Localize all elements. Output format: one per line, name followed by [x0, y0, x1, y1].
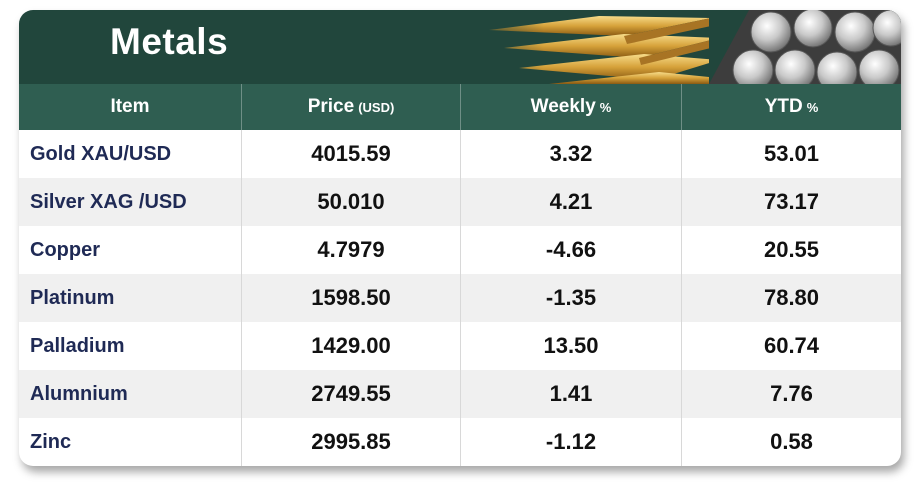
- header-ytd-label: YTD: [764, 96, 803, 117]
- silver-coins-image: [709, 10, 901, 84]
- table-row: Gold XAU/USD 4015.59 3.32 53.01: [19, 130, 901, 178]
- table-row: Palladium 1429.00 13.50 60.74: [19, 322, 901, 370]
- gold-bars-image: [449, 10, 719, 84]
- row-price: 1429.00: [311, 333, 391, 358]
- row-ytd-change: 60.74: [763, 333, 820, 358]
- row-ytd-change: 78.80: [763, 285, 820, 310]
- row-price: 2749.55: [311, 381, 391, 406]
- header-weekly-unit: %: [599, 99, 612, 115]
- column-divider: [241, 130, 242, 466]
- header-item-label: Item: [110, 96, 150, 117]
- row-item-name: Silver XAG /USD: [30, 190, 187, 213]
- row-item-name: Gold XAU/USD: [30, 142, 172, 165]
- row-item-name: Zinc: [30, 430, 72, 453]
- table-row: Zinc 2995.85 -1.12 0.58: [19, 418, 901, 466]
- header-price-label: Price: [307, 96, 355, 117]
- header-divider: [241, 84, 242, 130]
- metals-price-card: Metals Item Price (USD) Weekly % YTD %: [19, 10, 901, 466]
- row-weekly-change: -1.12: [545, 429, 597, 454]
- row-weekly-change: 13.50: [543, 333, 599, 358]
- row-item-name: Platinum: [30, 286, 115, 309]
- row-ytd-change: 7.76: [770, 381, 813, 406]
- table-header: Item Price (USD) Weekly % YTD %: [19, 84, 901, 130]
- row-item-name: Copper: [30, 238, 100, 261]
- column-divider: [460, 130, 461, 466]
- row-price: 1598.50: [311, 285, 391, 310]
- row-price: 4.7979: [317, 237, 385, 262]
- row-weekly-change: 3.32: [549, 141, 593, 166]
- header-weekly: Weekly %: [461, 84, 681, 130]
- row-price: 4015.59: [311, 141, 391, 166]
- row-item-name: Palladium: [30, 334, 125, 357]
- header-weekly-label: Weekly: [530, 96, 596, 117]
- row-weekly-change: 1.41: [549, 381, 593, 406]
- row-weekly-change: -1.35: [545, 285, 597, 310]
- header-price: Price (USD): [242, 84, 460, 130]
- header-divider: [681, 84, 682, 130]
- metals-banner: Metals: [19, 10, 901, 84]
- table-row: Copper 4.7979 -4.66 20.55: [19, 226, 901, 274]
- row-price: 50.010: [317, 189, 385, 214]
- row-ytd-change: 73.17: [763, 189, 820, 214]
- header-divider: [460, 84, 461, 130]
- banner-title: Metals: [110, 21, 229, 62]
- row-ytd-change: 0.58: [770, 429, 813, 454]
- header-item: Item: [19, 84, 241, 130]
- header-price-unit: (USD): [358, 99, 395, 115]
- row-weekly-change: -4.66: [545, 237, 597, 262]
- row-ytd-change: 20.55: [763, 237, 820, 262]
- header-ytd-unit: %: [806, 99, 819, 115]
- row-item-name: Alumnium: [30, 382, 128, 405]
- row-price: 2995.85: [311, 429, 391, 454]
- row-ytd-change: 53.01: [763, 141, 820, 166]
- header-ytd: YTD %: [682, 84, 901, 130]
- column-divider: [681, 130, 682, 466]
- row-weekly-change: 4.21: [549, 189, 593, 214]
